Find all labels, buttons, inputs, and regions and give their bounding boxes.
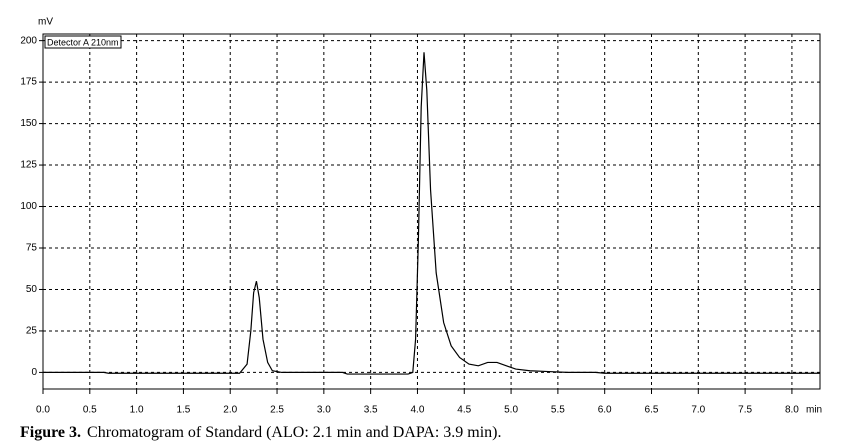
y-tick-label: 100	[20, 201, 37, 212]
y-tick-label: 0	[31, 367, 37, 378]
x-tick-label: 5.0	[504, 405, 518, 416]
y-tick-label: 125	[20, 160, 37, 171]
x-tick-label: 2.5	[270, 405, 284, 416]
x-axis-label: min	[806, 405, 822, 416]
x-tick-label: 3.5	[364, 405, 378, 416]
caption-text: Chromatogram of Standard (ALO: 2.1 min a…	[87, 424, 501, 441]
legend-label: Detector A 210nm	[47, 37, 119, 47]
y-tick-label: 150	[20, 118, 37, 129]
x-tick-label: 6.5	[645, 405, 659, 416]
x-tick-label: 1.0	[130, 405, 144, 416]
caption: Figure 3. Chromatogram of Standard (ALO: …	[20, 424, 502, 441]
x-tick-label: 4.5	[457, 405, 471, 416]
plot-frame	[42, 33, 821, 390]
trace-line	[43, 52, 820, 375]
y-tick-label: 25	[26, 326, 38, 337]
caption-label: Figure 3.	[20, 424, 81, 441]
y-tick-label: 200	[20, 35, 37, 46]
x-tick-label: 0.5	[83, 405, 97, 416]
x-tick-label: 5.5	[551, 405, 565, 416]
legend-box	[44, 35, 122, 49]
x-tick-label: 4.0	[411, 405, 425, 416]
x-tick-label: 1.5	[176, 405, 190, 416]
x-tick-label: 7.0	[691, 405, 705, 416]
x-tick-label: 0.0	[36, 405, 50, 416]
x-tick-label: 3.0	[317, 405, 331, 416]
y-tick-label: 75	[26, 243, 38, 254]
x-tick-label: 8.0	[785, 405, 799, 416]
y-tick-label: 175	[20, 77, 37, 88]
y-tick-label: 50	[26, 284, 38, 295]
y-axis-label: mV	[38, 17, 53, 28]
x-tick-label: 6.0	[598, 405, 612, 416]
x-tick-label: 2.0	[223, 405, 237, 416]
x-tick-label: 7.5	[738, 405, 752, 416]
